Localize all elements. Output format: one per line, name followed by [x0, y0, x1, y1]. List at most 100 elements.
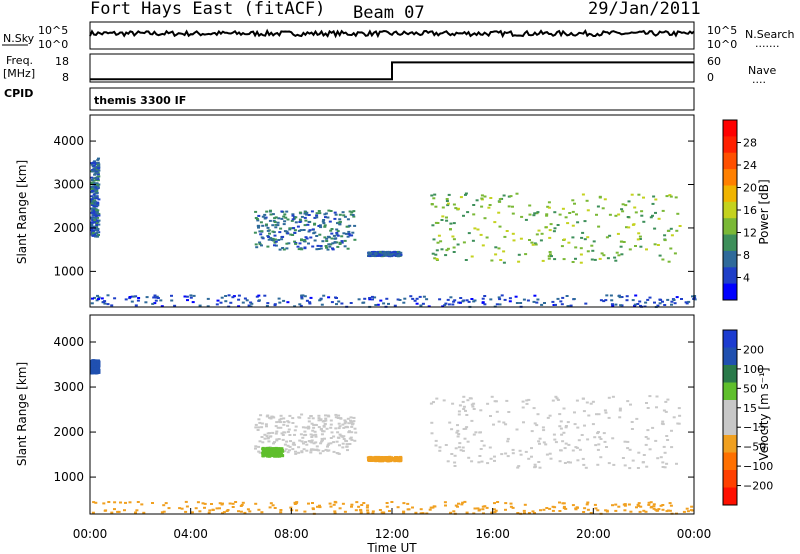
- echo-cell: [497, 296, 501, 299]
- power-panel-frame: [89, 114, 695, 308]
- echo-cell: [263, 294, 267, 297]
- echo-cell: [668, 509, 672, 512]
- echo-cell: [548, 251, 552, 253]
- echo-cell: [325, 246, 328, 249]
- echo-cell: [470, 255, 474, 258]
- echo-cell: [596, 463, 600, 466]
- echo-cell: [269, 213, 273, 216]
- echo-cell: [519, 453, 523, 456]
- echo-cell: [666, 509, 670, 512]
- echo-cell: [595, 413, 598, 416]
- echo-cell: [445, 249, 449, 252]
- echo-cell: [263, 433, 267, 436]
- colorbar-tick-label: 24: [743, 159, 757, 172]
- echo-cell: [374, 459, 378, 462]
- echo-cell: [303, 430, 307, 433]
- echo-cell: [94, 186, 98, 189]
- echo-cell: [402, 502, 406, 505]
- echo-cell: [376, 254, 379, 257]
- echo-cell: [465, 414, 469, 416]
- colorbar-tick-label: 20: [743, 182, 757, 195]
- echo-cell: [451, 303, 455, 306]
- echo-cell: [673, 252, 677, 255]
- echo-cell: [91, 219, 95, 222]
- echo-cell: [300, 296, 304, 299]
- echo-cell: [596, 431, 600, 433]
- echo-cell: [95, 235, 99, 238]
- echo-cell: [269, 209, 272, 212]
- echo-cell: [91, 190, 94, 192]
- echo-cell: [282, 423, 286, 426]
- echo-cell: [288, 227, 292, 230]
- echo-cell: [95, 176, 99, 179]
- echo-cell: [604, 509, 608, 512]
- echo-cell: [455, 431, 459, 434]
- nave-bottom-tick: 0: [707, 71, 714, 84]
- power-colorbar-label: Power [dB]: [757, 179, 771, 244]
- y-tick-label: 4000: [53, 335, 84, 349]
- echo-cell: [530, 241, 534, 244]
- echo-cell: [254, 447, 257, 450]
- echo-cell: [291, 448, 295, 451]
- echo-cell: [607, 416, 611, 419]
- echo-cell: [456, 429, 460, 432]
- echo-cell: [668, 194, 672, 197]
- echo-cell: [265, 210, 269, 213]
- echo-cell: [556, 398, 560, 401]
- echo-cell: [483, 195, 487, 198]
- echo-cell: [291, 417, 295, 420]
- echo-cell: [381, 458, 385, 461]
- echo-cell: [507, 205, 511, 208]
- echo-cell: [626, 440, 630, 443]
- echo-cell: [517, 465, 521, 468]
- echo-cell: [614, 303, 618, 306]
- echo-cell: [297, 416, 301, 419]
- echo-cell: [130, 295, 134, 298]
- nsearch-dots: ·······: [755, 40, 779, 53]
- echo-cell: [134, 304, 138, 307]
- echo-cell: [90, 365, 94, 368]
- echo-cell: [95, 224, 99, 227]
- echo-cell: [563, 462, 567, 464]
- echo-cell: [273, 455, 277, 458]
- freq-panel-frame: [89, 53, 695, 83]
- echo-cell: [542, 508, 546, 511]
- echo-cell: [578, 448, 582, 451]
- echo-cell: [332, 234, 336, 237]
- echo-cell: [623, 509, 627, 512]
- echo-cell: [522, 509, 526, 512]
- echo-cell: [469, 397, 473, 400]
- echo-cell: [445, 200, 449, 202]
- echo-cell: [319, 226, 323, 229]
- echo-cell: [617, 213, 621, 216]
- echo-cell: [626, 447, 630, 450]
- echo-cell: [335, 241, 339, 244]
- echo-cell: [636, 503, 640, 506]
- echo-cell: [397, 250, 401, 253]
- echo-cell: [279, 421, 282, 424]
- echo-cell: [523, 503, 527, 506]
- echo-cell: [255, 295, 259, 298]
- echo-cell: [154, 299, 158, 302]
- nave-label: Nave: [748, 64, 776, 77]
- echo-cell: [381, 460, 385, 463]
- echo-cell: [170, 299, 174, 302]
- echo-cell: [326, 445, 329, 448]
- echo-cell: [414, 511, 418, 514]
- echo-cell: [329, 423, 333, 426]
- echo-cell: [321, 220, 325, 223]
- echo-cell: [630, 193, 634, 196]
- echo-cell: [333, 512, 337, 515]
- echo-cell: [334, 413, 338, 416]
- echo-cell: [547, 257, 551, 260]
- echo-cell: [90, 179, 94, 181]
- echo-cell: [123, 509, 126, 512]
- echo-cell: [368, 254, 372, 257]
- echo-cell: [429, 506, 433, 509]
- echo-cell: [190, 511, 194, 514]
- echo-cell: [313, 231, 317, 234]
- echo-cell: [173, 304, 177, 307]
- colorbar-swatch: [723, 152, 737, 170]
- echo-cell: [270, 452, 274, 454]
- freq-unit-label: [MHz]: [3, 67, 35, 80]
